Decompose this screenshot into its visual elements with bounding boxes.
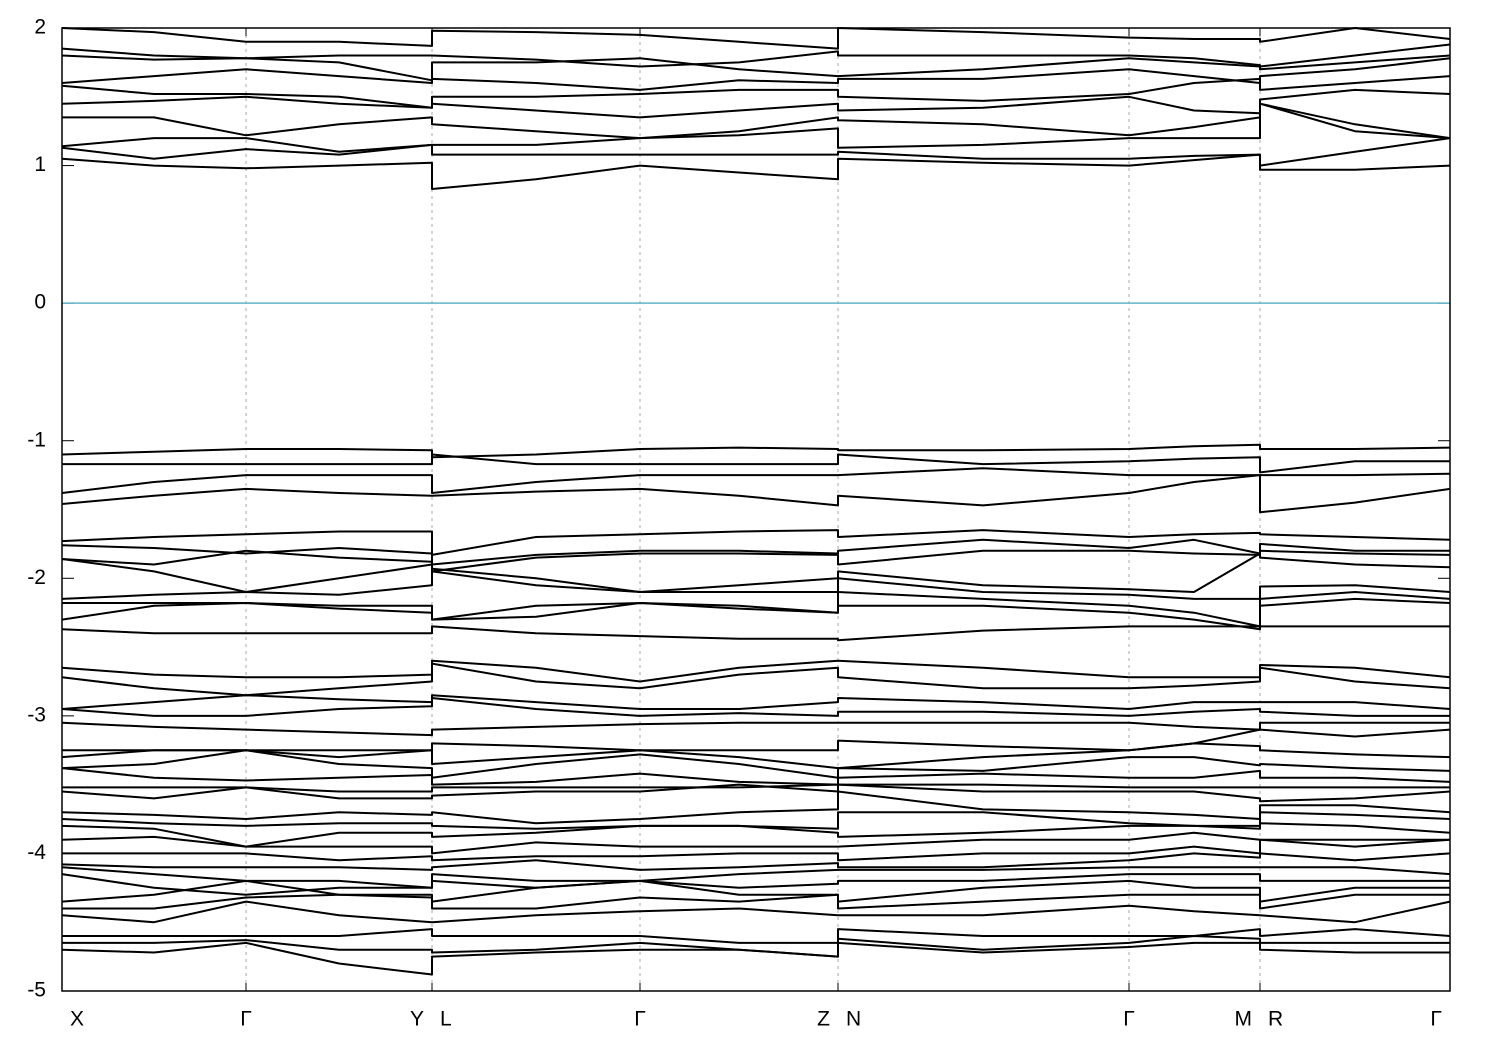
band-line — [61, 831, 1450, 855]
band-line — [61, 721, 1450, 737]
band-line — [62, 102, 1451, 140]
y-tick-label: -3 — [27, 703, 46, 726]
band-line — [61, 43, 1451, 68]
band-line — [61, 694, 1451, 710]
band-line — [61, 941, 1450, 976]
band-line — [61, 529, 1451, 556]
band-line — [61, 102, 1451, 153]
band-line — [61, 873, 1450, 896]
x-tick-label: Γ — [1430, 1008, 1442, 1031]
y-tick-label: -1 — [27, 428, 46, 451]
x-tick-label: N — [846, 1008, 861, 1031]
band-line — [61, 597, 1451, 631]
x-tick-label: X — [70, 1008, 84, 1031]
band-line — [61, 137, 1451, 167]
y-tick-label: -4 — [27, 841, 46, 864]
band-line — [61, 783, 1451, 803]
band-line — [61, 153, 1451, 190]
x-tick-label: Γ — [1123, 1008, 1135, 1031]
x-tick-label: Z — [817, 1008, 830, 1031]
y-tick-label: 0 — [34, 291, 46, 314]
band-line — [61, 467, 1451, 494]
band-line — [61, 662, 1451, 697]
y-tick-label: -2 — [27, 566, 46, 589]
band-line — [61, 552, 1451, 593]
y-tick-label: 1 — [34, 153, 46, 176]
x-tick-label: Γ — [240, 1008, 252, 1031]
band-line — [61, 866, 1451, 889]
band-line — [61, 767, 1451, 786]
band-line — [62, 728, 1451, 752]
band-line — [61, 570, 1451, 600]
band-line — [61, 749, 1451, 779]
plot-frame — [61, 27, 1451, 992]
band-line — [62, 935, 1450, 958]
y-tick-label: -5 — [27, 979, 46, 1002]
band-line — [61, 742, 1451, 770]
band-line — [61, 57, 1451, 91]
x-tick-label: L — [440, 1008, 452, 1031]
band-line — [61, 822, 1451, 848]
band-line — [62, 453, 1450, 474]
x-tick-label: R — [1268, 1008, 1283, 1031]
x-tick-label: M — [1235, 1008, 1253, 1031]
band-line — [61, 852, 1451, 871]
band-line — [62, 893, 1450, 910]
band-line — [61, 88, 1451, 119]
x-tick-label: Γ — [634, 1008, 646, 1031]
band-line — [61, 443, 1451, 459]
band-line — [61, 900, 1451, 924]
y-tick-label: 2 — [34, 16, 46, 39]
band-line — [61, 625, 1450, 642]
band-line — [61, 474, 1451, 514]
band-line — [61, 549, 1451, 573]
x-tick-label: Y — [410, 1008, 424, 1031]
band-line — [61, 879, 1450, 903]
band-line — [62, 838, 1451, 862]
band-line — [61, 697, 1450, 717]
band-line — [61, 659, 1451, 683]
band-line — [62, 928, 1451, 944]
band-line — [61, 54, 1451, 82]
band-line — [61, 27, 1451, 50]
